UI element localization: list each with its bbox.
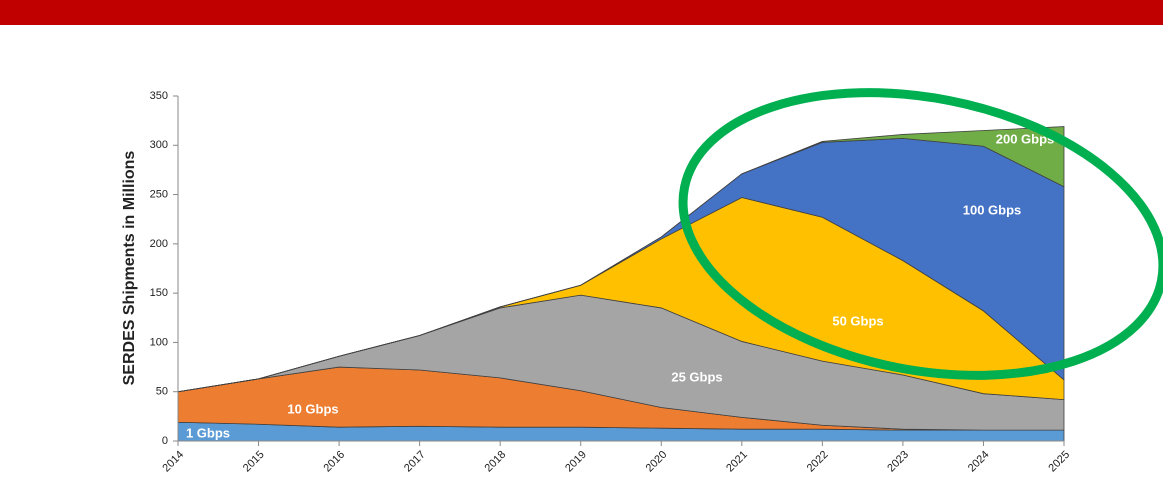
- x-tick-label: 2024: [966, 449, 992, 475]
- area-label: 200 Gbps: [996, 131, 1055, 146]
- x-tick-label: 2022: [805, 449, 831, 475]
- x-tick-label: 2023: [885, 449, 911, 475]
- x-tick-label: 2019: [563, 449, 589, 475]
- y-tick-label: 200: [150, 238, 168, 250]
- y-tick-label: 150: [150, 287, 168, 299]
- area-label: 25 Gbps: [671, 369, 722, 384]
- area-label: 100 Gbps: [963, 202, 1022, 217]
- y-tick-label: 350: [150, 90, 168, 102]
- x-tick-label: 2014: [160, 449, 186, 475]
- area-label: 1 Gbps: [186, 425, 230, 440]
- header-bar: [0, 0, 1163, 25]
- y-axis-title: SERDES Shipments in Millions: [121, 151, 138, 386]
- area-label: 50 Gbps: [832, 313, 883, 328]
- highlight-ellipse: [678, 88, 1163, 380]
- x-tick-label: 2015: [241, 449, 267, 475]
- area-label: 10 Gbps: [287, 401, 338, 416]
- y-tick-label: 0: [162, 435, 168, 447]
- x-tick-label: 2017: [402, 449, 428, 475]
- area: [177, 126, 1065, 393]
- x-tick-label: 2021: [724, 449, 750, 475]
- x-tick-label: 2025: [1046, 449, 1072, 475]
- y-tick-label: 250: [150, 188, 168, 200]
- x-tick-label: 2018: [483, 449, 509, 475]
- y-tick-label: 50: [156, 386, 168, 398]
- x-tick-label: 2016: [321, 449, 347, 475]
- y-tick-label: 100: [150, 336, 168, 348]
- x-tick-label: 2020: [644, 449, 670, 475]
- y-tick-label: 300: [150, 139, 168, 151]
